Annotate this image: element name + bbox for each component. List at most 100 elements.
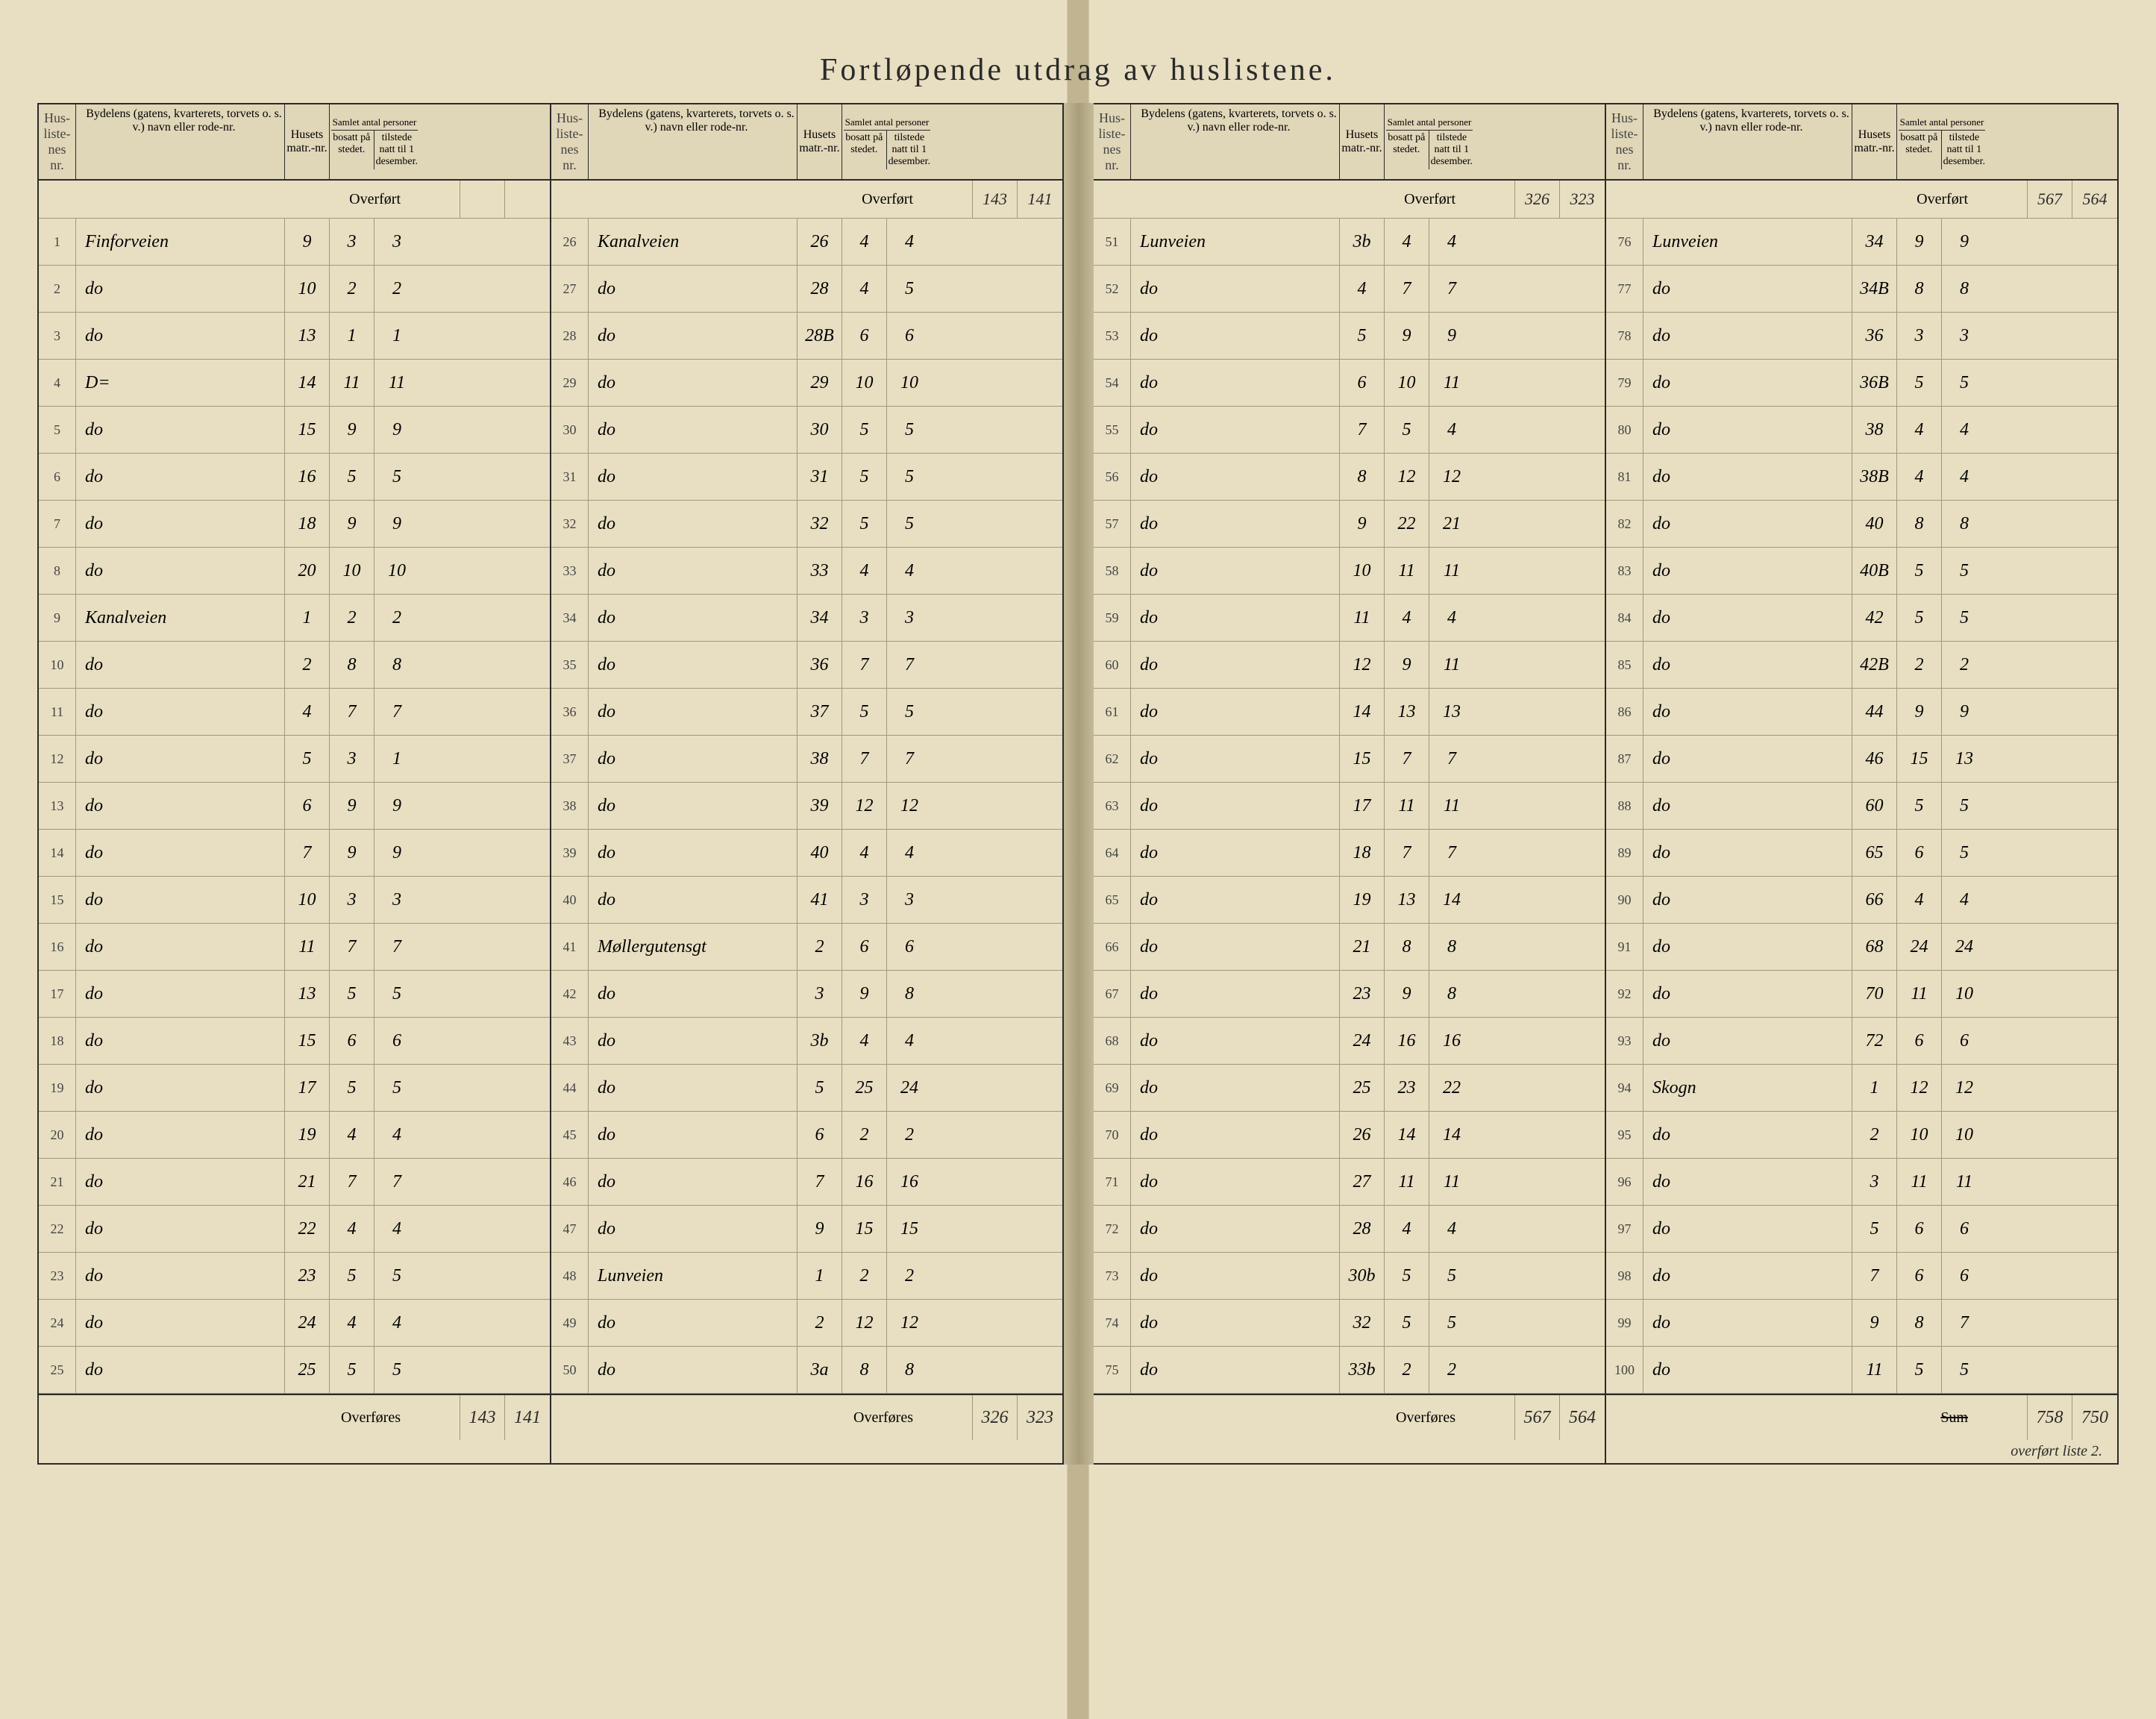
table-row: 55 do 7 5 4 (1094, 407, 1605, 454)
cell-tilstede: 12 (1942, 1065, 1987, 1111)
cell-tilstede: 9 (1942, 689, 1987, 735)
cell-matr: 11 (1340, 595, 1385, 641)
table-row: 82 do 40 8 8 (1606, 501, 2117, 548)
table-row: 27 do 28 4 5 (551, 266, 1062, 313)
cell-matr: 2 (285, 642, 330, 688)
cell-tilstede: 5 (375, 971, 419, 1017)
cell-nr: 68 (1094, 1018, 1131, 1064)
cell-nr: 26 (551, 219, 589, 265)
cell-bydel: do (1131, 830, 1340, 876)
cell-tilstede: 5 (1429, 1300, 1474, 1346)
cell-matr: 13 (285, 971, 330, 1017)
cell-nr: 28 (551, 313, 589, 359)
cell-bydel: do (76, 736, 285, 782)
cell-nr: 19 (39, 1065, 76, 1111)
cell-bydel: do (76, 1206, 285, 1252)
table-row: 22 do 22 4 4 (39, 1206, 550, 1253)
cell-nr: 4 (39, 360, 76, 406)
cell-matr: 6 (285, 783, 330, 829)
cell-tilstede: 9 (375, 830, 419, 876)
cell-bydel: do (589, 877, 797, 923)
overfort-label: Overført (39, 181, 416, 218)
cell-bosatt: 5 (1385, 407, 1429, 453)
cell-bydel: do (1643, 313, 1852, 359)
cell-bosatt: 5 (1897, 548, 1942, 594)
table-row: 64 do 18 7 7 (1094, 830, 1605, 877)
cell-tilstede: 6 (1942, 1253, 1987, 1299)
cell-bosatt: 4 (1897, 877, 1942, 923)
cell-matr: 33b (1340, 1347, 1385, 1393)
ledger-column: Hus-liste-nes nr. Bydelens (gatens, kvar… (1094, 103, 1606, 1465)
cell-bydel: do (76, 266, 285, 312)
cell-nr: 84 (1606, 595, 1643, 641)
header-tilstede: tilstede natt til 1 desember. (887, 131, 932, 169)
overfort-row: Overført (39, 181, 550, 219)
cell-matr: 40B (1852, 548, 1897, 594)
table-row: 75 do 33b 2 2 (1094, 1347, 1605, 1394)
overfores-spacer (416, 1395, 460, 1440)
cell-bosatt: 5 (842, 407, 887, 453)
cell-nr: 63 (1094, 783, 1131, 829)
table-row: 19 do 17 5 5 (39, 1065, 550, 1112)
cell-bydel: do (1643, 266, 1852, 312)
cell-bosatt: 7 (330, 924, 375, 970)
cell-bosatt: 7 (842, 736, 887, 782)
cell-tilstede: 7 (375, 689, 419, 735)
cell-nr: 98 (1606, 1253, 1643, 1299)
cell-matr: 36 (797, 642, 842, 688)
cell-bosatt: 5 (1897, 783, 1942, 829)
cell-bydel: do (589, 501, 797, 547)
table-row: 97 do 5 6 6 (1606, 1206, 2117, 1253)
overfort-bosatt: 143 (973, 181, 1018, 218)
cell-nr: 53 (1094, 313, 1131, 359)
cell-matr: 28B (797, 313, 842, 359)
header-bosatt: bosatt på stedet. (842, 131, 887, 169)
header-tilstede: tilstede natt til 1 desember. (1942, 131, 1987, 169)
cell-tilstede: 11 (1429, 360, 1474, 406)
cell-bosatt: 4 (842, 266, 887, 312)
book-gutter (1064, 103, 1094, 1465)
overfores-row: Overføres 326 323 (551, 1394, 1062, 1440)
cell-bydel: do (1643, 1018, 1852, 1064)
cell-bydel: do (1131, 1347, 1340, 1393)
overfort-spacer (1470, 181, 1515, 218)
cell-nr: 36 (551, 689, 589, 735)
table-row: 34 do 34 3 3 (551, 595, 1062, 642)
table-row: 37 do 38 7 7 (551, 736, 1062, 783)
table-row: 58 do 10 11 11 (1094, 548, 1605, 595)
cell-nr: 93 (1606, 1018, 1643, 1064)
cell-nr: 40 (551, 877, 589, 923)
cell-nr: 29 (551, 360, 589, 406)
overfores-tilstede: 564 (1560, 1395, 1605, 1440)
table-row: 70 do 26 14 14 (1094, 1112, 1605, 1159)
header-liste: Hus-liste-nes nr. (1606, 104, 1643, 179)
cell-bydel: do (1643, 1112, 1852, 1158)
cell-nr: 34 (551, 595, 589, 641)
cell-tilstede: 6 (375, 1018, 419, 1064)
ledger-page: Fortløpende utdrag av huslistene. Hus-li… (0, 0, 2156, 1719)
cell-bosatt: 7 (842, 642, 887, 688)
cell-tilstede: 16 (1429, 1018, 1474, 1064)
table-row: 56 do 8 12 12 (1094, 454, 1605, 501)
table-row: 89 do 65 6 5 (1606, 830, 2117, 877)
table-row: 48 Lunveien 1 2 2 (551, 1253, 1062, 1300)
cell-nr: 13 (39, 783, 76, 829)
cell-tilstede: 5 (1942, 595, 1987, 641)
cell-nr: 56 (1094, 454, 1131, 500)
cell-bosatt: 7 (330, 689, 375, 735)
cell-bosatt: 12 (1385, 454, 1429, 500)
cell-tilstede: 12 (887, 1300, 932, 1346)
cell-bosatt: 13 (1385, 689, 1429, 735)
cell-matr: 6 (1340, 360, 1385, 406)
cell-tilstede: 11 (1429, 642, 1474, 688)
overfores-label: Overføres (1094, 1395, 1470, 1440)
cell-matr: 4 (1340, 266, 1385, 312)
cell-nr: 74 (1094, 1300, 1131, 1346)
cell-tilstede: 4 (1429, 219, 1474, 265)
cell-matr: 11 (1852, 1347, 1897, 1393)
cell-bydel: do (1131, 548, 1340, 594)
cell-tilstede: 14 (1429, 1112, 1474, 1158)
table-row: 87 do 46 15 13 (1606, 736, 2117, 783)
cell-bosatt: 5 (330, 1065, 375, 1111)
cell-bydel: do (589, 830, 797, 876)
